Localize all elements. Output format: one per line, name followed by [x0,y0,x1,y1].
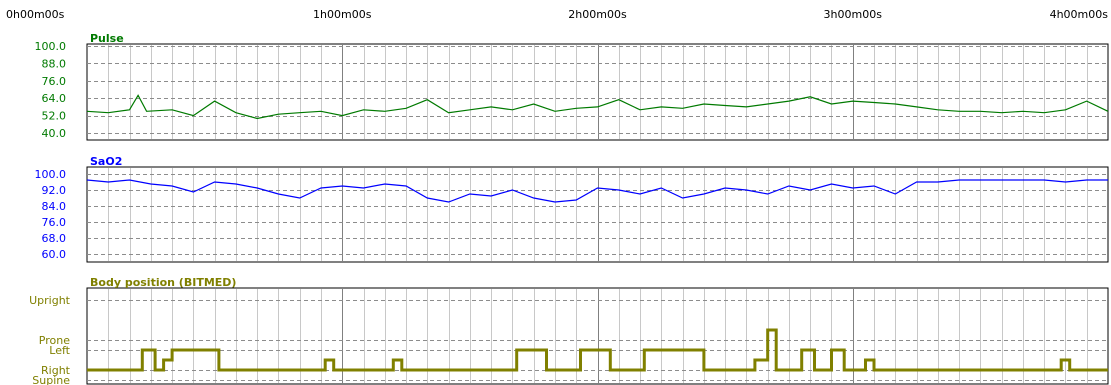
time-tick-label: 3h00m00s [824,8,883,21]
sao2-pane: 100.0 92.0 84.0 76.0 68.0 60.0 SaO2 [35,155,1109,263]
y-tick-label: 84.0 [42,200,67,213]
y-tick-label: 88.0 [42,57,67,70]
y-tick-label: Left [49,344,70,357]
body-position-vertical-grid [108,289,1088,383]
time-tick-label: 1h00m00s [313,8,372,21]
pulse-y-tick-labels: 100.0 88.0 76.0 64.0 52.0 40.0 [35,40,67,140]
sao2-y-tick-labels: 100.0 92.0 84.0 76.0 68.0 60.0 [35,168,67,261]
y-tick-label: 100.0 [35,168,67,181]
y-tick-label: 64.0 [42,92,67,105]
pulse-vertical-grid [108,45,1088,139]
time-tick-label: 4h00m00s [1050,8,1109,21]
y-tick-label: 40.0 [42,127,67,140]
sao2-horizontal-grid [87,174,1108,255]
y-tick-label: Right [41,364,71,377]
time-tick-label: 0h00m00s [6,8,65,21]
pulse-series-line [86,94,1109,120]
sao2-vertical-grid [108,168,1088,261]
y-tick-label: 92.0 [42,184,67,197]
body-position-title: Body position (BITMED) [90,276,236,289]
time-tick-label: 2h00m00s [568,8,627,21]
y-tick-label: 68.0 [42,232,67,245]
sao2-series-line [86,179,1108,203]
time-axis-labels: 0h00m00s 1h00m00s 2h00m00s 3h00m00s 4h00m00s [6,8,1108,21]
pulse-horizontal-grid [87,46,1108,134]
y-tick-label: Supine [32,374,70,385]
y-tick-label: 100.0 [35,40,67,53]
sao2-title: SaO2 [90,155,122,168]
pulse-title: Pulse [90,32,124,45]
pulse-plot-frame [86,43,1109,141]
body-position-series-line [87,328,1108,372]
sao2-plot-frame [86,166,1109,263]
y-tick-label: 60.0 [42,248,67,261]
y-tick-label: Prone [39,334,70,347]
y-tick-label: Upright [29,294,71,307]
y-tick-label: 52.0 [42,110,67,123]
y-tick-label: 76.0 [42,216,67,229]
y-tick-label: 76.0 [42,75,67,88]
pulse-pane: 100.0 88.0 76.0 64.0 52.0 40.0 Pulse [35,32,1109,141]
